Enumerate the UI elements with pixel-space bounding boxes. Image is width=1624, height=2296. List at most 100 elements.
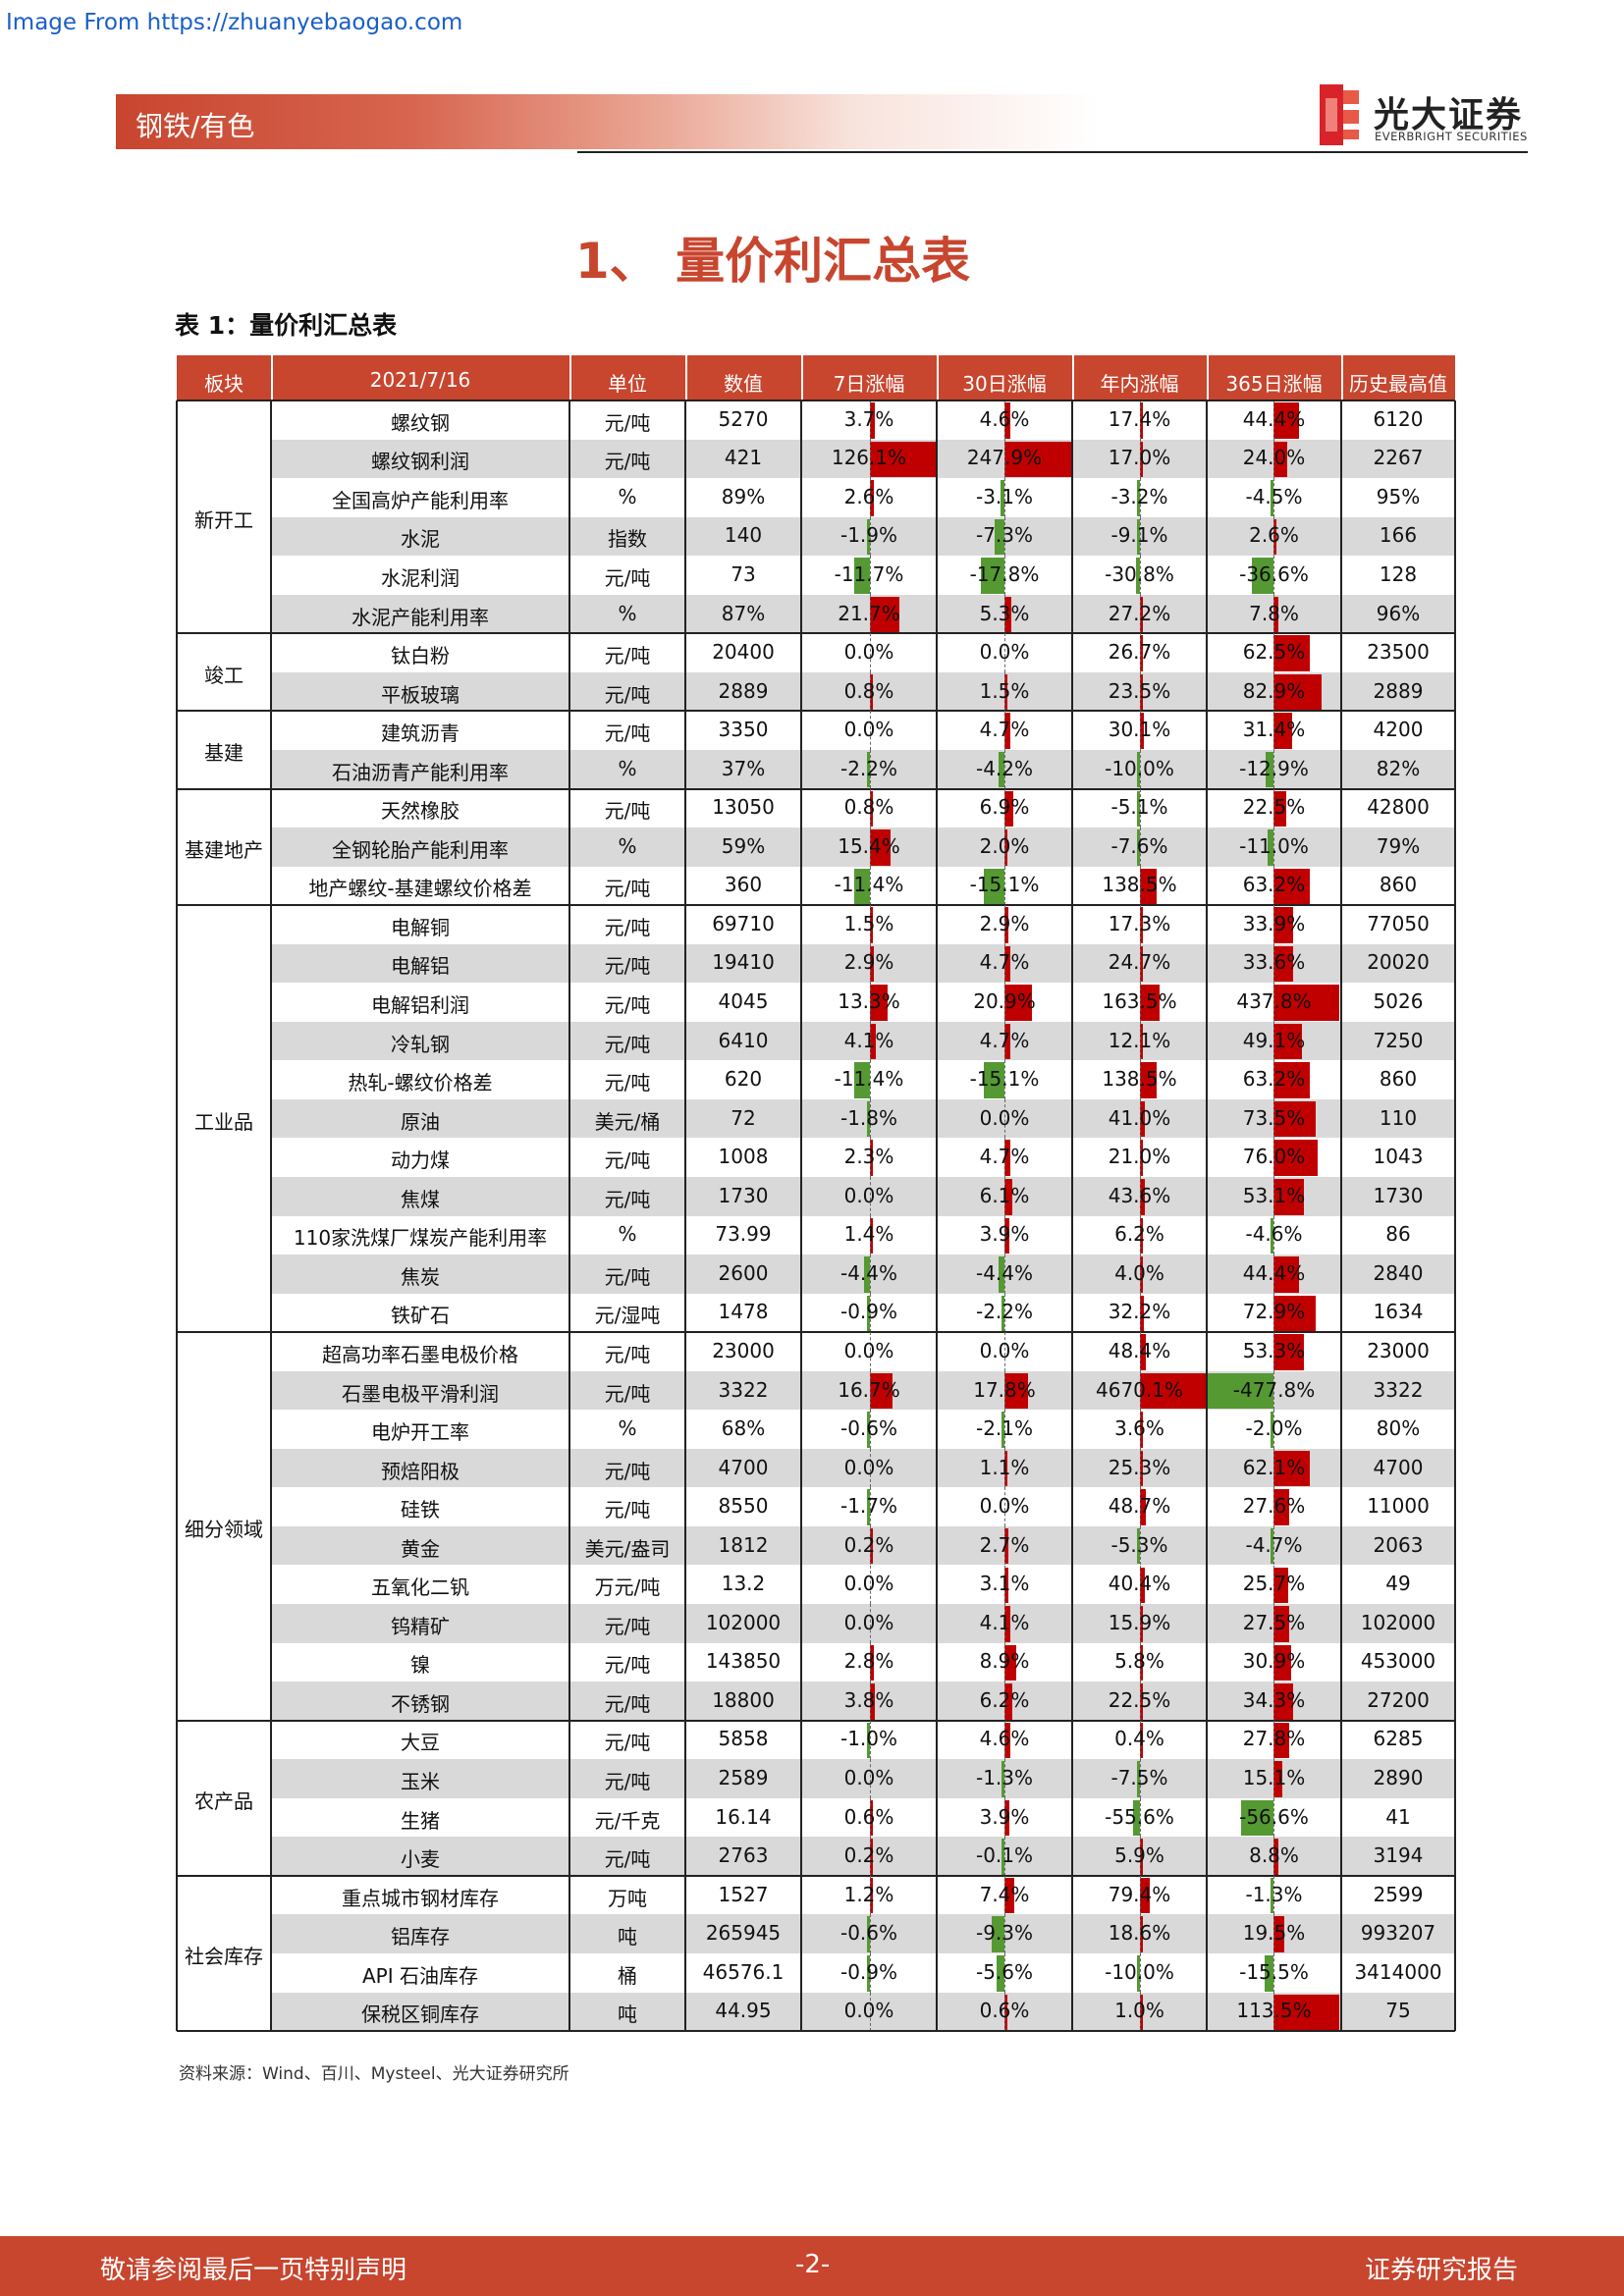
row-name: 铝库存 [271, 1914, 569, 1953]
row-change-ytd: 22.5% [1072, 1682, 1207, 1721]
bar-zero-line [1004, 1992, 1005, 2032]
row-unit: 指数 [569, 517, 685, 557]
row-name-text: 水泥利润 [381, 565, 460, 590]
bar-zero-line [1004, 516, 1005, 557]
row-change-ytd: 138.5% [1072, 867, 1207, 906]
bar-zero-line [1140, 1370, 1141, 1411]
row-name-text: 水泥 [401, 527, 440, 552]
row-historical-max-text: 4200 [1373, 718, 1424, 742]
bar-up [1004, 1023, 1011, 1060]
row-unit: 元/吨 [569, 440, 685, 479]
row-change-d7-text: 0.2% [843, 1843, 894, 1868]
bar-down [1271, 1877, 1273, 1914]
bar-down [1137, 1527, 1140, 1565]
bar-down [997, 1955, 1004, 1992]
bar-up [870, 1217, 873, 1255]
row-change-ytd-text: -10.0% [1105, 756, 1174, 780]
row-change-ytd-text: -5.1% [1110, 795, 1168, 820]
row-change-d30-text: 4.7% [979, 950, 1030, 975]
row-change-d365: 53.1% [1207, 1177, 1341, 1216]
bar-zero-line [870, 866, 871, 906]
row-change-d30-text: 247.9% [966, 446, 1043, 470]
row-change-ytd-text: 163.5% [1102, 989, 1177, 1014]
row-change-d365: 2.6% [1207, 517, 1341, 557]
bar-up [1140, 1839, 1143, 1875]
row-value: 44.95 [685, 1993, 801, 2032]
bar-down [1271, 1527, 1273, 1565]
row-value: 2589 [685, 1759, 801, 1798]
row-name-text: 石墨电极平滑利润 [342, 1381, 499, 1406]
row-unit-text: 吨 [618, 2002, 637, 2027]
row-change-d7-text: -1.7% [839, 1494, 898, 1519]
row-change-d30: 8.9% [937, 1643, 1072, 1682]
bar-zero-line [1273, 1642, 1274, 1682]
bar-zero-line [1273, 1060, 1274, 1099]
group-divider [177, 1331, 1455, 1334]
row-unit-text: 指数 [608, 527, 647, 552]
row-historical-max-text: 96% [1376, 601, 1421, 625]
row-change-d365: -15.5% [1207, 1953, 1341, 1993]
row-value-text: 13050 [712, 795, 775, 820]
row-change-d365: 7.8% [1207, 595, 1341, 634]
row-change-d365: 49.1% [1207, 1022, 1341, 1061]
bar-up [1004, 1527, 1008, 1565]
row-name-text: 电解铝利润 [371, 993, 469, 1018]
row-historical-max-text: 2889 [1373, 678, 1424, 703]
bar-up [1004, 1994, 1007, 2031]
row-change-d365: 24.0% [1207, 440, 1341, 479]
table-header-d7: 7日涨幅 [801, 361, 937, 400]
row-change-d7: 1.5% [801, 905, 937, 944]
row-unit: 元/吨 [569, 1177, 685, 1216]
row-change-d7: 1.4% [801, 1216, 937, 1255]
bar-zero-line [870, 1177, 871, 1216]
row-change-ytd-text: 48.4% [1108, 1338, 1171, 1362]
bar-zero-line [1140, 1797, 1141, 1838]
row-change-ytd-text: 15.9% [1108, 1610, 1171, 1634]
table-header-ytd-text: 年内涨幅 [1100, 372, 1179, 396]
row-change-d30: 7.4% [937, 1876, 1072, 1915]
row-unit: 元/吨 [569, 1604, 685, 1643]
row-unit-text: 元/吨 [604, 915, 651, 939]
row-change-ytd-text: 17.3% [1108, 911, 1171, 935]
header-col-divider [937, 355, 939, 400]
row-name: 焦煤 [271, 1177, 569, 1216]
row-name: 动力煤 [271, 1138, 569, 1177]
bar-zero-line [1273, 1953, 1274, 1993]
row-historical-max: 49 [1341, 1566, 1455, 1605]
row-historical-max: 860 [1341, 1060, 1455, 1099]
bar-zero-line [870, 1370, 871, 1411]
row-change-d365: 63.2% [1207, 1060, 1341, 1099]
bar-zero-line [1004, 1565, 1005, 1605]
row-change-d30: -2.2% [937, 1294, 1072, 1333]
row-change-ytd-text: -9.1% [1110, 523, 1168, 548]
row-historical-max: 82% [1341, 750, 1455, 789]
row-change-d30: 3.9% [937, 1798, 1072, 1838]
bar-zero-line [870, 1060, 871, 1099]
row-change-d365-text: 31.4% [1242, 718, 1306, 742]
row-change-d365-text: 44.4% [1242, 406, 1306, 431]
row-value-text: 16.14 [715, 1804, 772, 1829]
bar-zero-line [1140, 1487, 1141, 1526]
row-name: 水泥利润 [271, 556, 569, 595]
row-unit-text: % [618, 1222, 637, 1247]
row-change-d365-text: 24.0% [1242, 446, 1306, 470]
row-change-d7-text: 4.1% [843, 1028, 894, 1052]
row-name: 铁矿石 [271, 1294, 569, 1333]
group-divider [177, 1719, 1455, 1722]
row-change-ytd: -5.3% [1072, 1526, 1207, 1566]
row-historical-max: 1043 [1341, 1138, 1455, 1177]
row-change-d365-text: 53.1% [1242, 1183, 1306, 1207]
row-change-ytd-text: 6.2% [1114, 1222, 1164, 1247]
row-historical-max: 27200 [1341, 1682, 1455, 1721]
row-value-text: 102000 [705, 1610, 782, 1634]
table-header-unit-text: 单位 [608, 372, 647, 396]
row-unit: 元/吨 [569, 905, 685, 944]
row-change-d7: 0.0% [801, 1449, 937, 1488]
row-value-text: 1730 [718, 1183, 769, 1207]
bar-up [870, 480, 874, 516]
row-unit-text: 元/吨 [604, 721, 651, 746]
row-value: 1730 [685, 1177, 801, 1216]
row-historical-max: 96% [1341, 595, 1455, 634]
bar-down [1001, 1295, 1004, 1332]
bar-zero-line [1004, 1604, 1005, 1643]
